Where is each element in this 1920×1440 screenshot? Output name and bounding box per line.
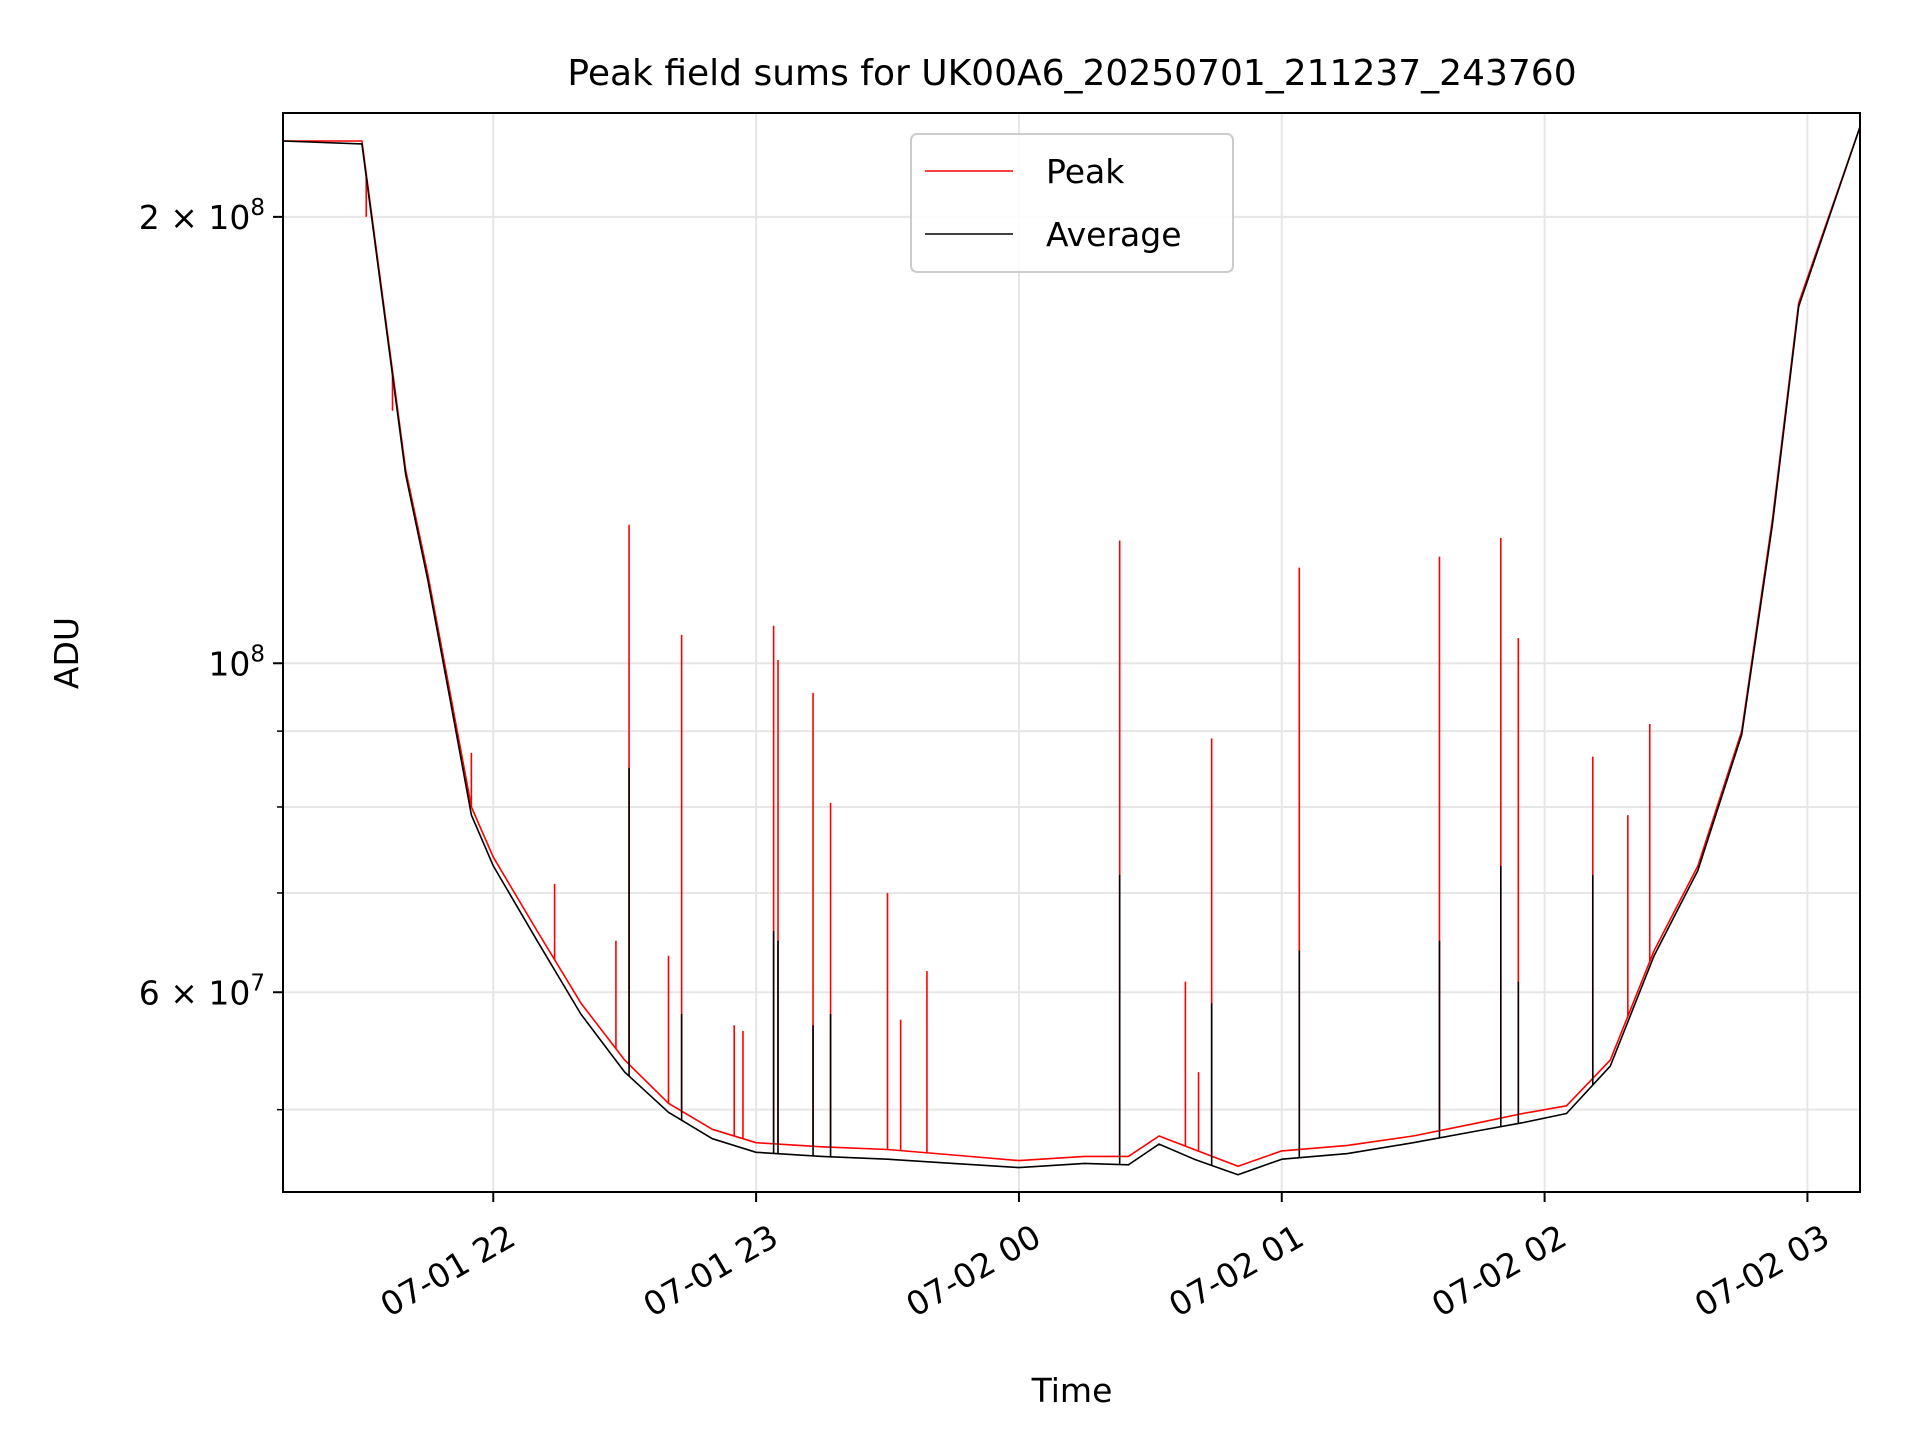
- legend: Peak Average: [910, 133, 1234, 273]
- series-layer: [283, 126, 1860, 1176]
- series-line-peak: [283, 126, 1860, 1167]
- legend-label-peak: Peak: [1046, 152, 1125, 191]
- y-tick-label: 6 × 107: [139, 970, 265, 1012]
- x-axis-label: Time: [1031, 1371, 1113, 1410]
- y-axis: 2 × 108 108 6 × 107: [139, 195, 283, 1111]
- legend-label-average: Average: [1046, 215, 1182, 254]
- legend-box: [910, 133, 1234, 273]
- plot-frame: [282, 112, 1861, 1193]
- grid: [283, 113, 1860, 1192]
- y-axis-label: ADU: [47, 617, 86, 689]
- y-tick-label: 108: [208, 641, 265, 683]
- chart-title: Peak field sums for UK00A6_20250701_2112…: [567, 53, 1576, 94]
- series-line-average: [283, 126, 1860, 1176]
- y-tick-label: 2 × 108: [139, 195, 265, 237]
